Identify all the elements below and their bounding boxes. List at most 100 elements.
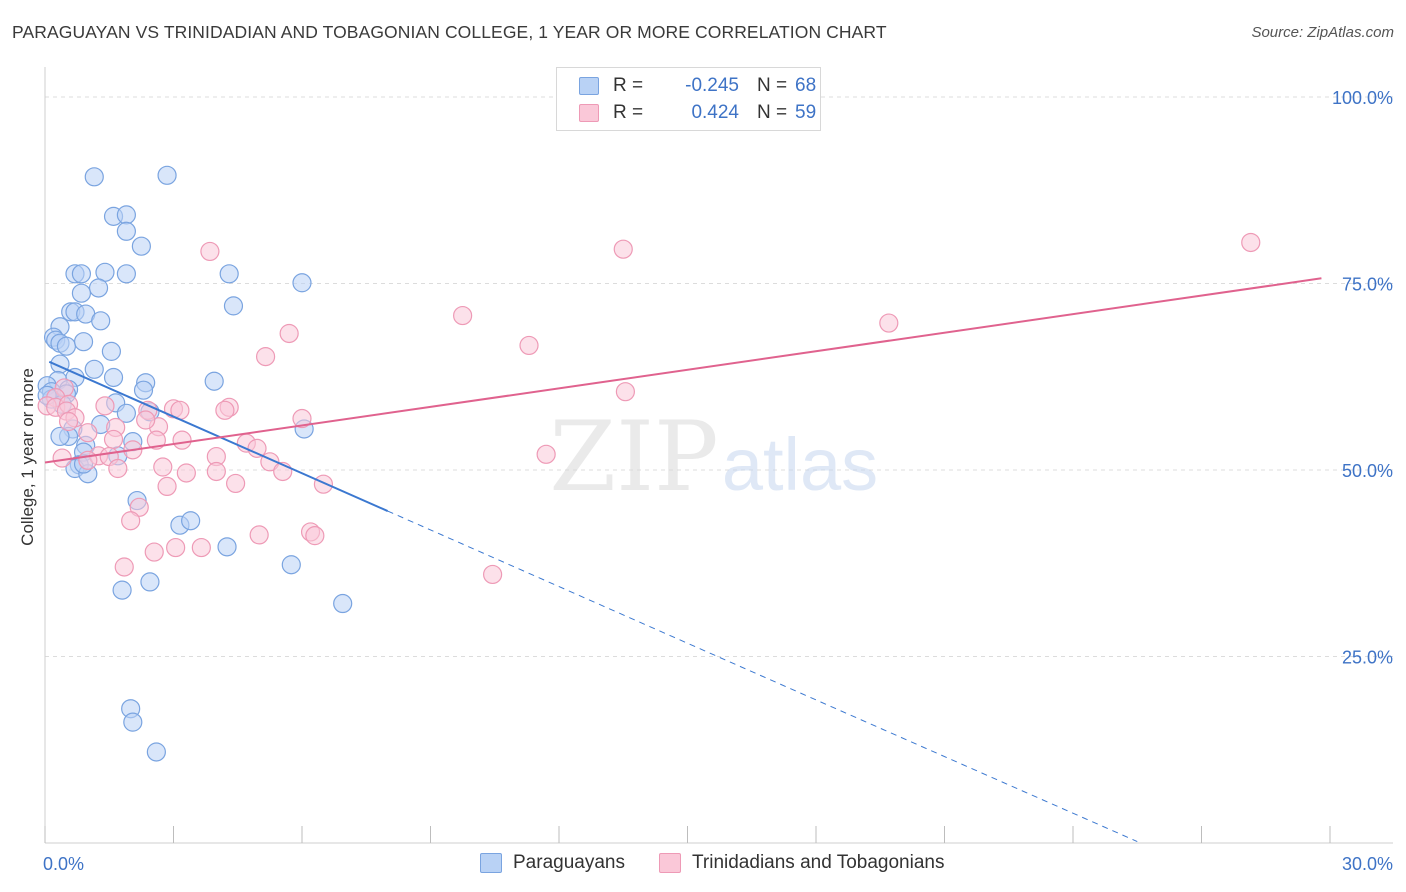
legend-swatch-trinidadians [579, 104, 599, 122]
point-trinidadians [615, 382, 635, 402]
point-trinidadians [247, 438, 267, 458]
point-trinidadians [166, 537, 186, 558]
point-trinidadians [483, 564, 503, 585]
source-credit: Source: ZipAtlas.com [1251, 24, 1394, 41]
y-tick-label: 50.0% [1342, 461, 1393, 481]
point-trinidadians [176, 463, 196, 483]
point-trinidadians [1241, 232, 1261, 253]
point-paraguayans [292, 273, 312, 293]
point-paraguayans [71, 283, 92, 303]
point-paraguayans [91, 311, 111, 331]
point-trinidadians [52, 448, 72, 468]
point-paraguayans [131, 236, 151, 256]
point-trinidadians [519, 335, 539, 356]
point-trinidadians [95, 396, 115, 416]
point-trinidadians [78, 423, 98, 443]
chart-title: PARAGUAYAN VS TRINIDADIAN AND TOBAGONIAN… [12, 22, 887, 42]
axes [44, 67, 1393, 844]
point-trinidadians [613, 239, 633, 259]
data-points [37, 165, 1261, 762]
point-paraguayans [116, 221, 136, 241]
watermark-zip: ZIP [549, 401, 718, 513]
point-paraguayans [140, 572, 160, 592]
point-trinidadians [103, 429, 124, 450]
watermark: ZIP atlas [549, 401, 878, 513]
series-swatch-trinidadians [659, 853, 681, 873]
point-paraguayans [217, 537, 237, 557]
legend-r-label: R = [613, 75, 644, 96]
point-trinidadians [879, 313, 899, 333]
point-trinidadians [200, 241, 220, 262]
trend-line-paraguayans-extension [387, 510, 1138, 842]
point-trinidadians [108, 458, 128, 479]
series-label-paraguayans: Paraguayans [513, 852, 625, 873]
series-label-trinidadians: Trinidadians and Tobagonians [692, 852, 945, 873]
point-trinidadians [121, 511, 141, 531]
point-paraguayans [133, 380, 154, 400]
legend-r-value: -0.245 [685, 75, 739, 96]
point-paraguayans [73, 332, 94, 352]
point-paraguayans [103, 367, 124, 388]
point-trinidadians [144, 542, 164, 562]
point-paraguayans [84, 167, 104, 187]
point-trinidadians [536, 444, 556, 464]
legend-n-label: N = [757, 102, 788, 123]
point-paraguayans [219, 264, 239, 284]
point-trinidadians [453, 305, 473, 326]
point-paraguayans [112, 580, 132, 600]
point-trinidadians [249, 525, 269, 545]
trend-lines [44, 277, 1322, 842]
point-trinidadians [226, 473, 246, 494]
point-trinidadians [292, 408, 312, 429]
legend-n-value: 59 [795, 102, 817, 123]
point-paraguayans [146, 742, 166, 762]
legend-n-value: 68 [795, 75, 817, 96]
legend-swatch-paraguayans [579, 77, 599, 95]
trend-line-paraguayans [48, 360, 389, 512]
point-trinidadians [172, 430, 192, 450]
y-tick-label: 75.0% [1342, 275, 1393, 295]
point-paraguayans [223, 296, 244, 316]
legend-n-label: N = [757, 75, 788, 96]
point-paraguayans [88, 278, 109, 298]
point-trinidadians [129, 497, 149, 517]
point-trinidadians [279, 323, 299, 344]
point-paraguayans [116, 403, 136, 423]
point-trinidadians [136, 410, 156, 430]
x-tick-label: 30.0% [1342, 854, 1393, 874]
watermark-atlas: atlas [722, 423, 878, 506]
point-paraguayans [333, 593, 353, 614]
point-trinidadians [146, 430, 166, 450]
point-paraguayans [123, 712, 143, 732]
point-paraguayans [71, 264, 92, 284]
point-trinidadians [215, 400, 235, 420]
point-paraguayans [181, 511, 201, 531]
point-trinidadians [313, 474, 334, 494]
point-trinidadians [255, 347, 276, 367]
point-trinidadians [305, 526, 325, 546]
legend-r-value: 0.424 [691, 102, 739, 123]
point-paraguayans [84, 359, 104, 379]
point-paraguayans [204, 371, 224, 391]
y-tick-label: 25.0% [1342, 648, 1393, 668]
point-paraguayans [50, 426, 70, 447]
legend-r-label: R = [613, 102, 644, 123]
gridlines [45, 96, 1393, 657]
point-paraguayans [101, 341, 121, 361]
series-swatch-paraguayans [480, 853, 502, 873]
point-paraguayans [116, 264, 136, 284]
tick-labels: 25.0% 50.0% 75.0% 100.0% 0.0% 30.0% [43, 88, 1393, 874]
point-trinidadians [153, 457, 173, 477]
point-paraguayans [56, 336, 77, 356]
correlation-legend: R = -0.245 N = 68 R = 0.424 N = 59 [556, 67, 821, 131]
point-trinidadians [191, 537, 211, 558]
point-trinidadians [114, 557, 134, 577]
point-trinidadians [58, 411, 79, 432]
trend-line-trinidadians [44, 277, 1322, 464]
point-paraguayans [281, 555, 301, 575]
point-trinidadians [206, 461, 226, 482]
point-paraguayans [116, 205, 136, 225]
x-tick-label: 0.0% [43, 854, 84, 874]
point-trinidadians [78, 450, 98, 470]
